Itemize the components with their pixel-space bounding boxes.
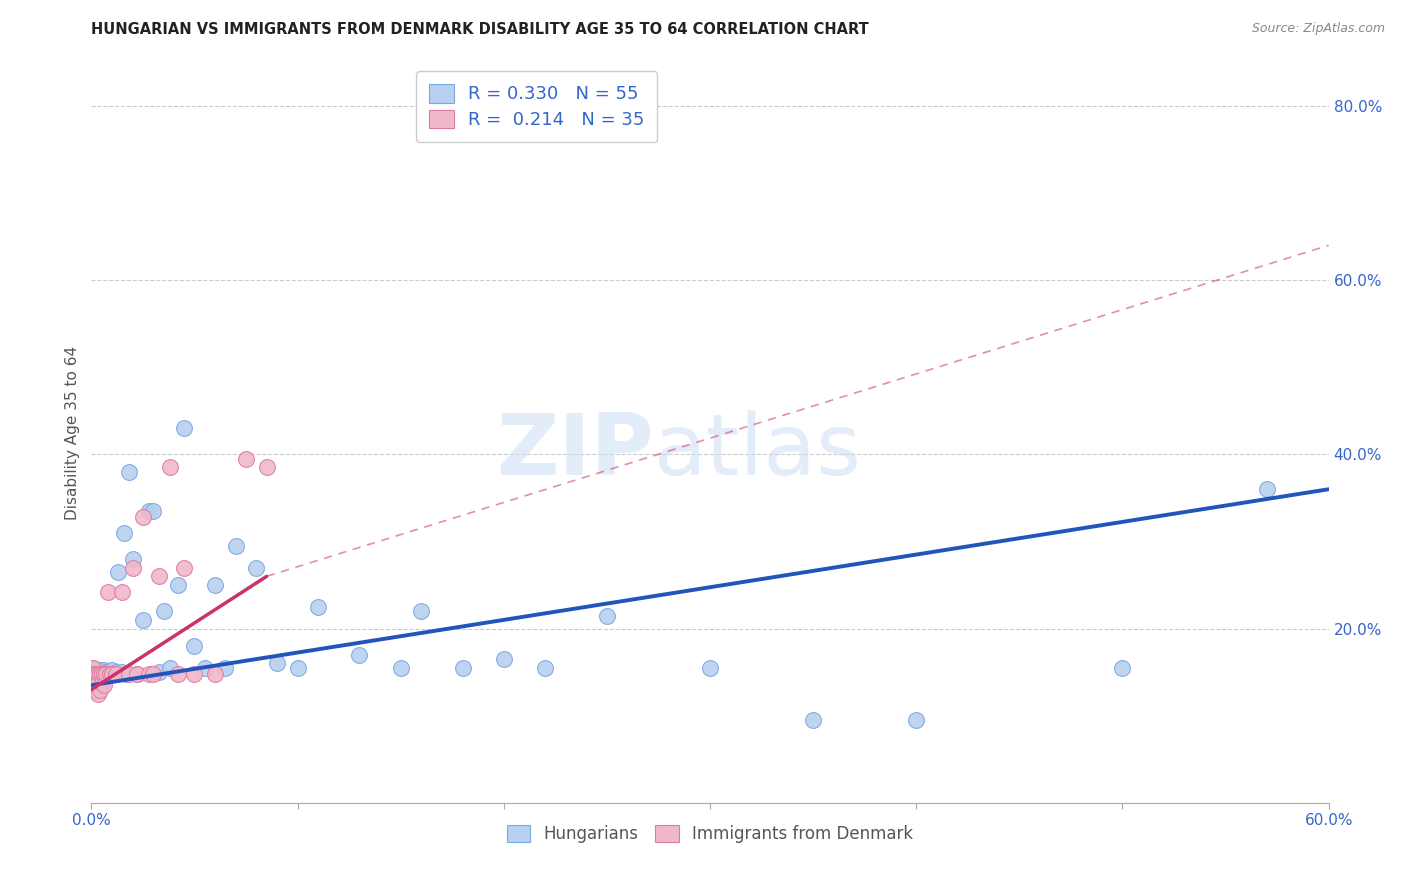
Point	[214, 661, 236, 675]
Point	[90, 666, 112, 681]
Point	[349, 648, 371, 662]
Point	[94, 665, 117, 680]
Point	[89, 664, 111, 678]
Point	[105, 665, 128, 680]
Point	[111, 665, 134, 680]
Point	[86, 666, 108, 681]
Point	[534, 661, 557, 675]
Point	[90, 675, 112, 690]
Point	[235, 451, 257, 466]
Point	[107, 565, 129, 579]
Point	[94, 666, 117, 681]
Point	[173, 560, 195, 574]
Point	[97, 585, 120, 599]
Point	[451, 661, 474, 675]
Point	[125, 666, 148, 681]
Point	[84, 684, 107, 698]
Point	[138, 666, 160, 681]
Point	[90, 665, 112, 680]
Point	[148, 665, 170, 680]
Point	[82, 661, 104, 675]
Point	[84, 666, 107, 681]
Point	[183, 666, 205, 681]
Point	[1111, 661, 1133, 675]
Point	[492, 652, 515, 666]
Point	[101, 666, 124, 681]
Point	[111, 585, 134, 599]
Text: HUNGARIAN VS IMMIGRANTS FROM DENMARK DISABILITY AGE 35 TO 64 CORRELATION CHART: HUNGARIAN VS IMMIGRANTS FROM DENMARK DIS…	[91, 22, 869, 37]
Text: ZIP: ZIP	[496, 409, 654, 492]
Point	[389, 661, 412, 675]
Point	[84, 673, 107, 688]
Point	[183, 639, 205, 653]
Point	[204, 666, 226, 681]
Point	[89, 682, 111, 697]
Point	[86, 675, 108, 690]
Point	[148, 569, 170, 583]
Point	[1256, 482, 1278, 496]
Point	[86, 665, 108, 680]
Point	[699, 661, 721, 675]
Point	[596, 608, 619, 623]
Point	[256, 460, 278, 475]
Point	[115, 666, 138, 681]
Point	[225, 539, 247, 553]
Point	[84, 666, 107, 681]
Point	[82, 665, 104, 680]
Point	[159, 460, 181, 475]
Point	[152, 604, 174, 618]
Point	[93, 666, 115, 681]
Point	[142, 666, 165, 681]
Y-axis label: Disability Age 35 to 64: Disability Age 35 to 64	[65, 345, 80, 520]
Point	[245, 560, 267, 574]
Point	[105, 666, 128, 681]
Point	[167, 666, 190, 681]
Point	[194, 661, 217, 675]
Point	[82, 666, 104, 681]
Point	[86, 666, 108, 681]
Point	[98, 666, 121, 681]
Point	[89, 666, 111, 681]
Point	[411, 604, 433, 618]
Text: Source: ZipAtlas.com: Source: ZipAtlas.com	[1251, 22, 1385, 36]
Point	[93, 678, 115, 692]
Point	[93, 664, 115, 678]
Point	[86, 687, 108, 701]
Point	[905, 713, 928, 727]
Point	[82, 673, 104, 688]
Point	[138, 504, 160, 518]
Point	[204, 578, 226, 592]
Point	[132, 510, 155, 524]
Point	[125, 666, 148, 681]
Point	[101, 664, 124, 678]
Point	[117, 666, 139, 681]
Point	[94, 669, 117, 683]
Point	[93, 666, 115, 681]
Point	[173, 421, 195, 435]
Point	[121, 560, 143, 574]
Point	[266, 657, 288, 671]
Point	[132, 613, 155, 627]
Legend: Hungarians, Immigrants from Denmark: Hungarians, Immigrants from Denmark	[501, 819, 920, 850]
Point	[84, 664, 107, 678]
Point	[97, 665, 120, 680]
Point	[121, 552, 143, 566]
Point	[82, 661, 104, 675]
Point	[801, 713, 824, 727]
Point	[103, 666, 125, 681]
Point	[167, 578, 190, 592]
Point	[117, 465, 139, 479]
Point	[98, 666, 121, 681]
Point	[89, 666, 111, 681]
Point	[90, 666, 112, 681]
Point	[287, 661, 309, 675]
Point	[159, 661, 181, 675]
Point	[112, 525, 135, 540]
Point	[142, 504, 165, 518]
Text: atlas: atlas	[654, 409, 862, 492]
Point	[307, 599, 329, 614]
